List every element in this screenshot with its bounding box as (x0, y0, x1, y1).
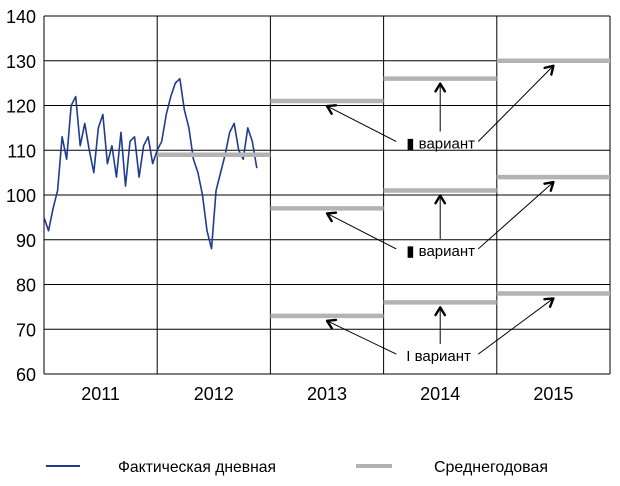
y-tick-label: 130 (6, 52, 36, 72)
y-tick-label: 120 (6, 97, 36, 117)
y-tick-label: 140 (6, 7, 36, 27)
y-tick-label: 80 (16, 276, 36, 296)
y-tick-label: 100 (6, 186, 36, 206)
series-layer (43, 58, 610, 319)
y-tick-label: 60 (16, 365, 36, 385)
variant-arrow-head (543, 64, 555, 76)
variant-label: I вариант (406, 348, 471, 365)
x-tick-label: 2014 (420, 384, 460, 404)
x-tick-label: 2013 (307, 384, 347, 404)
variant-arrow-head (543, 180, 555, 192)
annotations: ▮ вариант ▮ вариант I вариант (325, 64, 555, 365)
variant-arrow-head (434, 306, 447, 317)
variant-arrow-head (325, 211, 338, 223)
y-tick-label: 110 (7, 141, 36, 161)
variant-arrow-line (326, 212, 397, 250)
series-line-daily (43, 77, 258, 250)
y-tick-label: 90 (16, 231, 36, 251)
variant-arrow-head (434, 194, 447, 205)
variant-arrow-line (477, 65, 554, 142)
legend-annual-label: Среднегодовая (434, 459, 548, 476)
variant-arrow-line (477, 298, 554, 355)
variant-label: ▮ вариант (406, 136, 475, 153)
variant-arrow-head (325, 104, 338, 115)
variant-label: ▮ вариант (406, 243, 475, 260)
axes: 60 70 80 90 100 110 120 130 140 2011 2012 2013 2014 2… (6, 7, 573, 404)
x-tick-label: 2015 (533, 384, 573, 404)
legend-daily-label: Фактическая дневная (118, 459, 276, 476)
x-tick-label: 2012 (194, 384, 234, 404)
variant-arrow-line (326, 105, 397, 142)
variant-arrow-line (477, 181, 554, 250)
variant-arrow-head (325, 318, 338, 330)
x-tick-label: 2011 (81, 384, 120, 404)
variant-arrow-line (326, 320, 397, 355)
legend: Фактическая дневная Среднегодовая (46, 459, 548, 476)
variant-arrow-head (434, 82, 447, 93)
variant-arrow-head (543, 297, 555, 308)
y-tick-label: 70 (16, 320, 36, 340)
